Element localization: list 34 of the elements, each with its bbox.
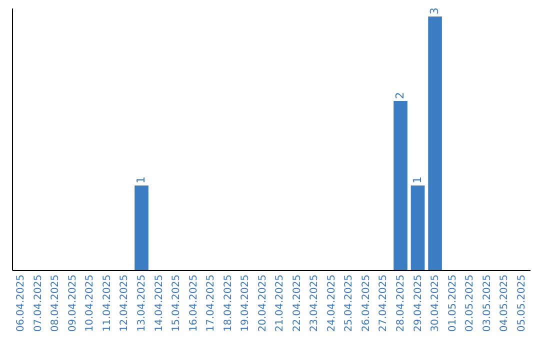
- data-label: 2: [394, 92, 406, 99]
- x-tick-label: 17.04.2025: [206, 274, 217, 332]
- x-tick-label: 27.04.2025: [378, 274, 390, 332]
- x-tick-label: 20.04.2025: [257, 274, 268, 332]
- x-tick-label: 06.04.2025: [16, 274, 27, 332]
- x-tick-label: 18.04.2025: [222, 274, 234, 332]
- x-tick-label: 24.04.2025: [326, 274, 338, 332]
- data-label: 1: [134, 176, 148, 184]
- x-tick-label: 28.04.2025: [396, 274, 406, 332]
- x-tick-label: 21.04.2025: [274, 274, 286, 332]
- x-tick-label: 10.04.2025: [84, 274, 96, 332]
- x-tick-label: 03.05.2025: [482, 274, 493, 332]
- x-tick-label: 14.04.2025: [154, 274, 165, 332]
- x-tick-label: 13.04.2025: [136, 274, 148, 332]
- x-tick-label: 29.04.2025: [412, 274, 424, 332]
- x-tick-label: 09.04.2025: [67, 274, 78, 332]
- x-tick-label: 07.04.2025: [32, 274, 44, 332]
- data-label: 3: [428, 7, 442, 14]
- x-tick-label: 08.04.2025: [50, 274, 62, 332]
- x-tick-label: 23.04.2025: [309, 274, 320, 332]
- x-tick-label: 22.04.2025: [292, 274, 303, 332]
- x-tick-label: 02.05.2025: [464, 274, 476, 332]
- x-tick-label: 01.05.2025: [447, 274, 458, 332]
- x-tick-label: 25.04.2025: [344, 274, 355, 332]
- x-tick-label: 16.04.2025: [188, 274, 200, 332]
- x-tick-label: 04.05.2025: [499, 274, 510, 332]
- data-label: 1: [410, 176, 424, 184]
- x-tick-label: 11.04.2025: [102, 274, 113, 332]
- x-tick-label: 19.04.2025: [240, 274, 252, 332]
- x-tick-label: 26.04.2025: [360, 274, 372, 332]
- x-tick-label: 05.05.2025: [516, 274, 528, 332]
- x-tick-label: 15.04.2025: [171, 274, 182, 332]
- x-tick-label: 30.04.2025: [430, 274, 442, 332]
- x-tick-label: 12.04.2025: [119, 274, 130, 332]
